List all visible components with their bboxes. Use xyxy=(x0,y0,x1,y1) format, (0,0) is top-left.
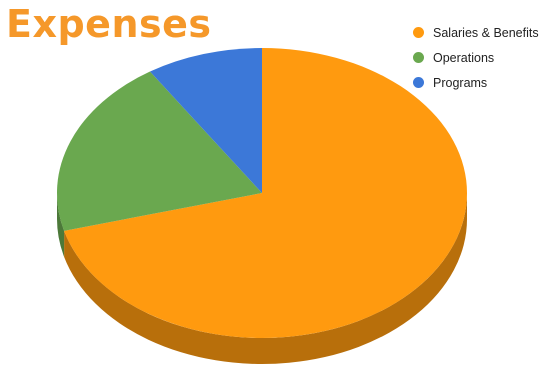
pie-depth-layer xyxy=(57,193,467,364)
pie-slice-operations xyxy=(56,71,262,231)
legend-swatch xyxy=(413,52,424,63)
pie-side-salaries-benefits xyxy=(64,193,467,364)
legend-label: Salaries & Benefits xyxy=(433,25,539,40)
legend-item-salaries-benefits: Salaries & Benefits xyxy=(413,20,550,45)
pie-slice-salaries-benefits xyxy=(64,48,467,338)
legend: Salaries & Benefits Operations Programs xyxy=(413,20,550,95)
legend-swatch xyxy=(413,77,424,88)
pie-side-operations xyxy=(57,193,65,257)
chart-title: Expenses xyxy=(6,2,212,46)
legend-label: Programs xyxy=(433,75,488,90)
pie-slices xyxy=(56,48,467,338)
pie-slice-programs xyxy=(149,48,262,193)
legend-item-operations: Operations xyxy=(413,45,550,70)
legend-swatch xyxy=(413,27,424,38)
legend-item-programs: Programs xyxy=(413,70,550,95)
legend-label: Operations xyxy=(433,50,495,65)
